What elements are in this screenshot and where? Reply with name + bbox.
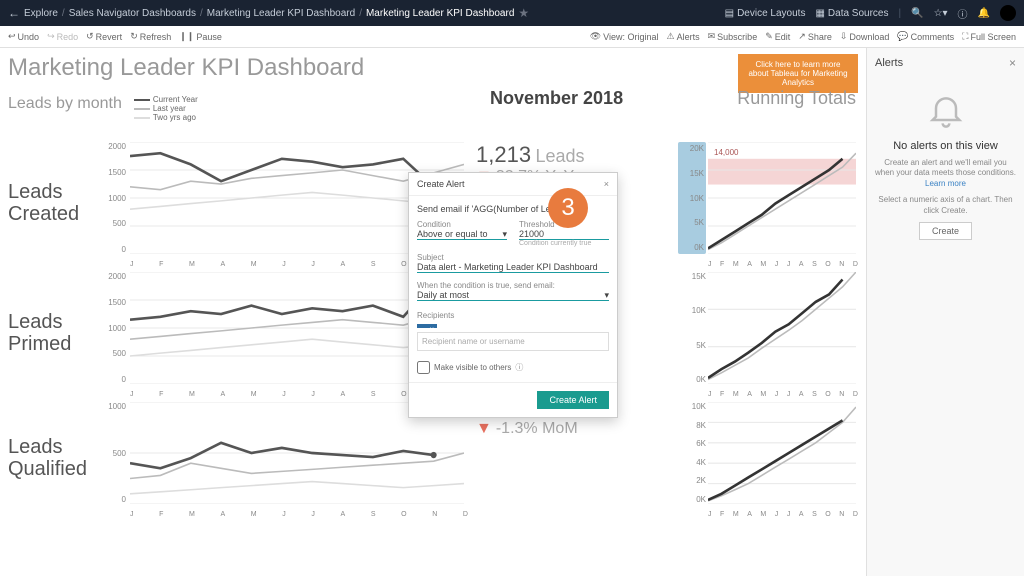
alerts-desc-2: Select a numeric axis of a chart. Then c… (875, 195, 1016, 216)
revert-label: Revert (96, 32, 123, 42)
row-label: LeadsQualified (8, 398, 98, 518)
crumb-sep: / (62, 8, 65, 19)
when-label: When the condition is true, send email: (417, 281, 609, 290)
search-icon[interactable]: 🔍 (911, 8, 923, 19)
download-label: Download (849, 32, 889, 42)
alerts-label: Alerts (677, 32, 700, 42)
comments-button[interactable]: 💬 Comments (897, 31, 954, 42)
refresh-button[interactable]: ↻ Refresh (130, 31, 171, 42)
notifications-icon[interactable]: 🔔 (978, 8, 990, 19)
learn-more-link[interactable]: Learn more (925, 179, 966, 188)
legend-two: Two yrs ago (153, 113, 196, 122)
remove-recipient-icon[interactable]: × (429, 325, 434, 334)
alerts-button[interactable]: ⚠ Alerts (667, 31, 700, 42)
pause-label: Pause (196, 32, 222, 42)
legend-swatch-current (134, 99, 150, 101)
legend: Current Year Last year Two yrs ago (134, 95, 198, 122)
legend-current: Current Year (153, 95, 198, 104)
redo-label: Redo (57, 32, 79, 42)
crumb-sep: / (200, 8, 203, 19)
recipients-label: Recipients (417, 311, 609, 320)
running-chart[interactable]: 15K10K5K0KJFMAMJJASOND (678, 268, 858, 398)
data-sources-label: Data Sources (828, 8, 889, 19)
fullscreen-label: Full Screen (970, 32, 1016, 42)
alerts-desc-1: Create an alert and we'll email you when… (875, 158, 1016, 189)
crumb-view[interactable]: Marketing Leader KPI Dashboard (366, 8, 514, 19)
recipient-input[interactable]: Recipient name or username (417, 332, 609, 351)
info-icon[interactable]: ⓘ (515, 362, 523, 373)
make-visible-checkbox[interactable] (417, 361, 430, 374)
download-button[interactable]: ⇩ Download (840, 31, 890, 42)
toolbar: ↩ Undo ↪ Redo ↺ Revert ↻ Refresh ❙❙ Paus… (0, 26, 1024, 48)
dashboard-area: Marketing Leader KPI Dashboard Click her… (0, 48, 866, 576)
refresh-label: Refresh (140, 32, 172, 42)
period-title: November 2018 (490, 88, 623, 109)
undo-label: Undo (18, 32, 40, 42)
subject-label: Subject (417, 253, 609, 262)
share-button[interactable]: ↗ Share (798, 31, 832, 42)
make-visible-label: Make visible to others (434, 363, 511, 372)
device-layouts-label: Device Layouts (737, 8, 805, 19)
crumb-explore[interactable]: Explore (24, 8, 58, 19)
sep: | (899, 8, 902, 19)
revert-button[interactable]: ↺ Revert (86, 31, 122, 42)
bell-icon (926, 90, 966, 130)
subscribe-button[interactable]: ✉ Subscribe (708, 31, 758, 42)
crumb-workbook[interactable]: Sales Navigator Dashboards (69, 8, 196, 19)
dialog-title: Create Alert (417, 179, 465, 189)
recipient-tag[interactable]: × (417, 324, 437, 328)
running-chart[interactable]: 10K8K6K4K2K0KJFMAMJJASOND (678, 398, 858, 518)
edit-label: Edit (775, 32, 791, 42)
view-button[interactable]: 👁 View: Original (590, 31, 659, 42)
view-label: View: Original (603, 32, 658, 42)
dashboard-title: Marketing Leader KPI Dashboard (8, 54, 364, 82)
running-chart[interactable]: 20K15K10K5K0KJFMAMJJASOND14,000 (678, 138, 858, 268)
step-badge: 3 (548, 188, 588, 228)
fullscreen-button[interactable]: ⛶ Full Screen (962, 31, 1016, 42)
undo-button[interactable]: ↩ Undo (8, 31, 39, 42)
running-totals-title: Running Totals (737, 88, 856, 109)
pause-button[interactable]: ❙❙ Pause (179, 31, 222, 42)
alerts-panel-title: Alerts (875, 57, 903, 69)
back-arrow-icon[interactable]: ← (8, 6, 20, 20)
row-label: LeadsPrimed (8, 268, 98, 398)
crumb-dashboard[interactable]: Marketing Leader KPI Dashboard (207, 8, 355, 19)
help-icon[interactable]: ⓘ (958, 6, 968, 21)
alerts-panel: Alerts × No alerts on this view Create a… (866, 48, 1024, 576)
condition-select[interactable]: Above or equal to ▾ (417, 229, 507, 240)
threshold-input[interactable] (519, 229, 609, 240)
subject-input[interactable] (417, 262, 609, 273)
redo-button[interactable]: ↪ Redo (47, 31, 78, 42)
favorite-star-icon[interactable]: ★ (518, 6, 529, 20)
comments-label: Comments (911, 32, 955, 42)
crumb-sep: / (359, 8, 362, 19)
when-value: Daily at most (417, 290, 469, 300)
share-label: Share (808, 32, 832, 42)
device-layouts-button[interactable]: ▤ Device Layouts (725, 8, 806, 19)
frequency-select[interactable]: Daily at most ▾ (417, 290, 609, 301)
create-alert-button[interactable]: Create Alert (537, 391, 609, 409)
leads-by-month-title: Leads by month (8, 95, 122, 113)
avatar[interactable] (1000, 5, 1016, 21)
no-alerts-title: No alerts on this view (875, 140, 1016, 152)
subscribe-label: Subscribe (717, 32, 757, 42)
top-navbar: ← Explore / Sales Navigator Dashboards /… (0, 0, 1024, 26)
edit-button[interactable]: ✎ Edit (765, 31, 790, 42)
condition-value: Above or equal to (417, 229, 488, 239)
row-label: LeadsCreated (8, 138, 98, 268)
close-panel-icon[interactable]: × (1009, 56, 1016, 70)
legend-swatch-last (134, 108, 150, 110)
condition-hint: Condition currently true (519, 240, 609, 247)
create-button[interactable]: Create (919, 222, 972, 240)
condition-label: Condition (417, 220, 507, 229)
data-sources-button[interactable]: ▦ Data Sources (815, 8, 888, 19)
legend-last: Last year (153, 104, 186, 113)
close-icon[interactable]: × (604, 179, 609, 189)
favorites-icon[interactable]: ☆▾ (934, 8, 948, 19)
legend-swatch-two (134, 117, 150, 119)
